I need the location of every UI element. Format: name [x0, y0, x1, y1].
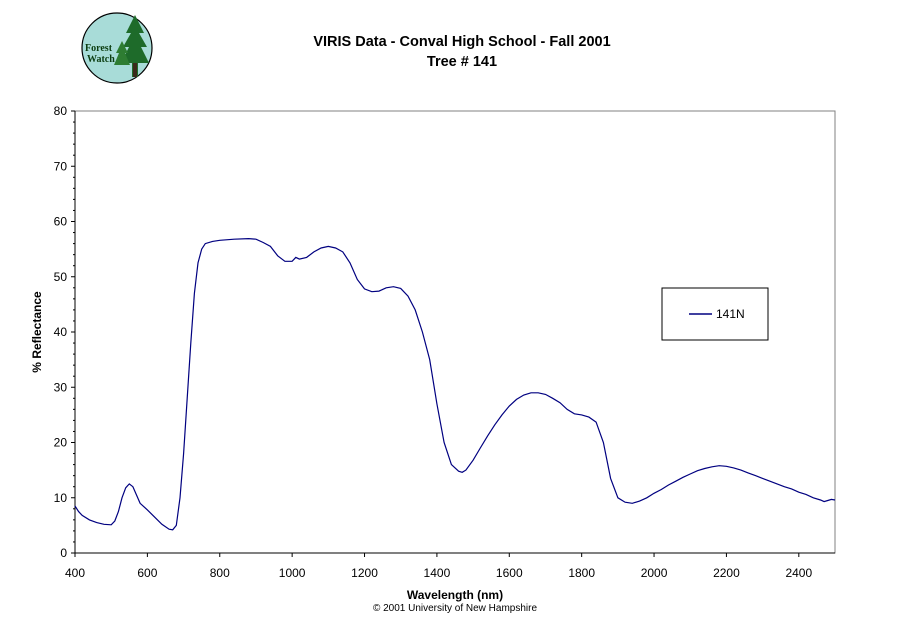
- y-tick-label: 40: [54, 325, 68, 339]
- y-tick-label: 10: [54, 491, 68, 505]
- y-axis-ticks: 0 10 20 30 40 50 60 70 80: [54, 104, 75, 560]
- y-tick-label: 80: [54, 104, 68, 118]
- y-tick-label: 70: [54, 159, 68, 173]
- x-axis-ticks: 400 600 800 1000 1200 1400 1600 1800 2000 2200 240…: [65, 553, 812, 580]
- x-tick-label: 2400: [785, 566, 812, 580]
- y-axis-title: % Reflectance: [30, 291, 44, 373]
- y-tick-label: 60: [54, 215, 68, 229]
- chart-title: VIRIS Data - Conval High School - Fall 2…: [313, 34, 611, 50]
- x-tick-label: 2000: [641, 566, 668, 580]
- x-tick-label: 1200: [351, 566, 378, 580]
- y-tick-label: 0: [60, 546, 67, 560]
- y-tick-label: 50: [54, 270, 68, 284]
- x-tick-label: 600: [137, 566, 157, 580]
- x-tick-label: 400: [65, 566, 85, 580]
- y-tick-label: 20: [54, 436, 68, 450]
- forest-watch-logo: Forest Watch: [80, 11, 154, 85]
- x-tick-label: 800: [210, 566, 230, 580]
- legend-label: 141N: [716, 307, 745, 321]
- x-axis-title: Wavelength (nm): [407, 588, 503, 602]
- svg-text:Forest: Forest: [85, 43, 113, 54]
- x-tick-label: 1000: [279, 566, 306, 580]
- y-tick-label: 30: [54, 380, 68, 394]
- svg-text:Watch: Watch: [87, 54, 115, 65]
- chart-title-block: VIRIS Data - Conval High School - Fall 2…: [232, 32, 692, 72]
- x-tick-label: 2200: [713, 566, 740, 580]
- legend-box: [661, 287, 769, 341]
- forest-watch-logo-icon: Forest Watch: [81, 12, 153, 84]
- x-tick-label: 1600: [496, 566, 523, 580]
- copyright-text: © 2001 University of New Hampshire: [373, 603, 538, 614]
- x-tick-label: 1400: [424, 566, 451, 580]
- series-line-141N: [74, 237, 836, 531]
- chart-subtitle: Tree # 141: [426, 54, 498, 70]
- legend: 141N: [661, 287, 769, 341]
- x-tick-label: 1800: [568, 566, 595, 580]
